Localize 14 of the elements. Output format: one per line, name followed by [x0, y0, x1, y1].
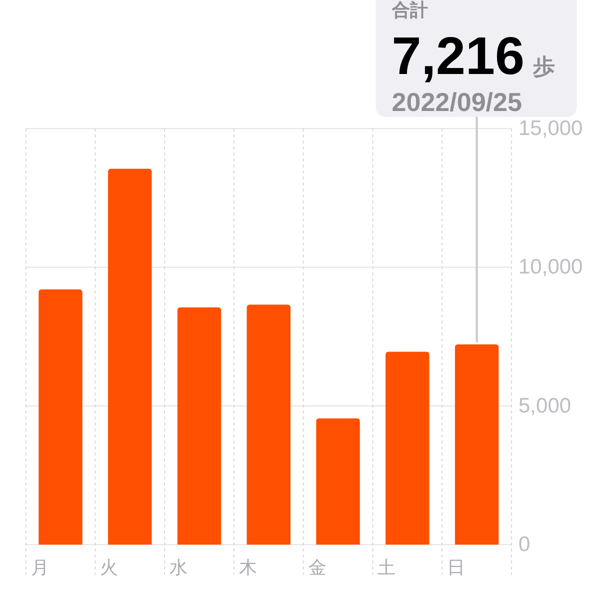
y-tick-label: 15,000 — [518, 117, 583, 140]
text: 2022/09/25 — [392, 87, 522, 117]
x-tick-label: 木 — [238, 558, 257, 578]
text: 7,216 歩 — [392, 27, 556, 86]
x-tick-label: 火 — [100, 558, 118, 578]
x-tick-label: 水 — [170, 558, 188, 578]
x-tick-label: 日 — [447, 558, 466, 578]
y-tick-label: 5,000 — [518, 394, 572, 418]
text: 合計 — [390, 0, 428, 20]
x-tick-label: 月 — [30, 558, 49, 578]
x-tick-label: 金 — [308, 558, 326, 578]
x-tick-label: 土 — [378, 558, 396, 578]
y-tick-label: 10,000 — [518, 256, 583, 279]
y-tick-label: 0 — [518, 533, 530, 556]
